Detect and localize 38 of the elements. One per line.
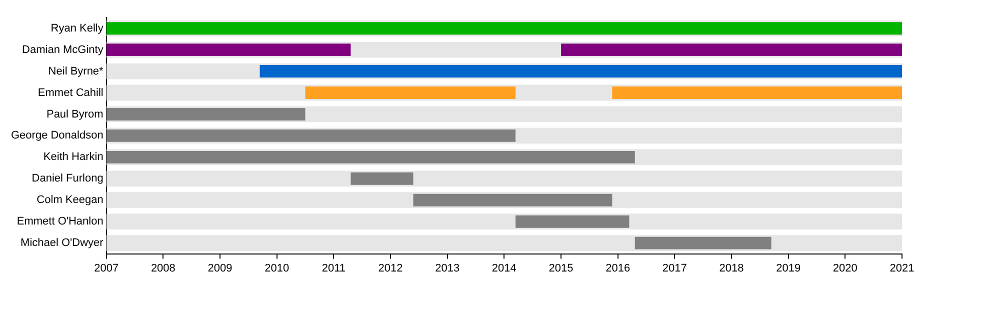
x-tick-label: 2008 [150,262,176,274]
bar [350,172,414,185]
x-tick-label: 2009 [208,262,232,274]
y-tick-label: Daniel Furlong [32,172,104,185]
x-tick-label: 2012 [378,262,403,274]
y-tick-label: Paul Byrom [46,108,104,120]
x-tick-label: 2021 [890,262,914,274]
bar [413,194,612,206]
x-tick-label: 2018 [719,262,744,274]
x-tick-label: 2015 [548,262,574,274]
y-tick-label: Emmett O'Hanlon [16,216,104,228]
bar [260,65,902,78]
x-tick-label: 2011 [322,262,346,274]
x-tick-label: 2007 [94,262,119,274]
x-tick-label: 2016 [606,262,630,274]
y-tick-label: Damian McGinty [22,44,104,56]
y-tick-label: Colm Keegan [36,194,104,206]
x-tick-label: 2010 [264,262,290,274]
bar [612,86,902,99]
x-tick-label: 2013 [435,262,460,274]
y-tick-label: Michael O'Dwyer [20,237,104,250]
x-tick-label: 2017 [662,262,687,274]
bar [106,214,902,230]
bar [106,129,516,142]
y-tick-label: Ryan Kelly [50,22,104,34]
bar [516,215,630,228]
x-tick-label: 2019 [776,262,801,274]
bar [561,44,902,56]
bar [106,108,306,120]
y-tick-label: Neil Byrne* [48,65,104,78]
bar [634,236,772,250]
y-tick-label: George Donaldson [10,130,104,142]
y-tick-label: Keith Harkin [43,151,104,164]
y-tick-label: Emmet Cahill [38,86,104,99]
x-tick-label: 2014 [492,262,516,274]
bar [106,170,902,187]
x-tick-label: 2020 [832,262,858,274]
bar [106,150,635,164]
